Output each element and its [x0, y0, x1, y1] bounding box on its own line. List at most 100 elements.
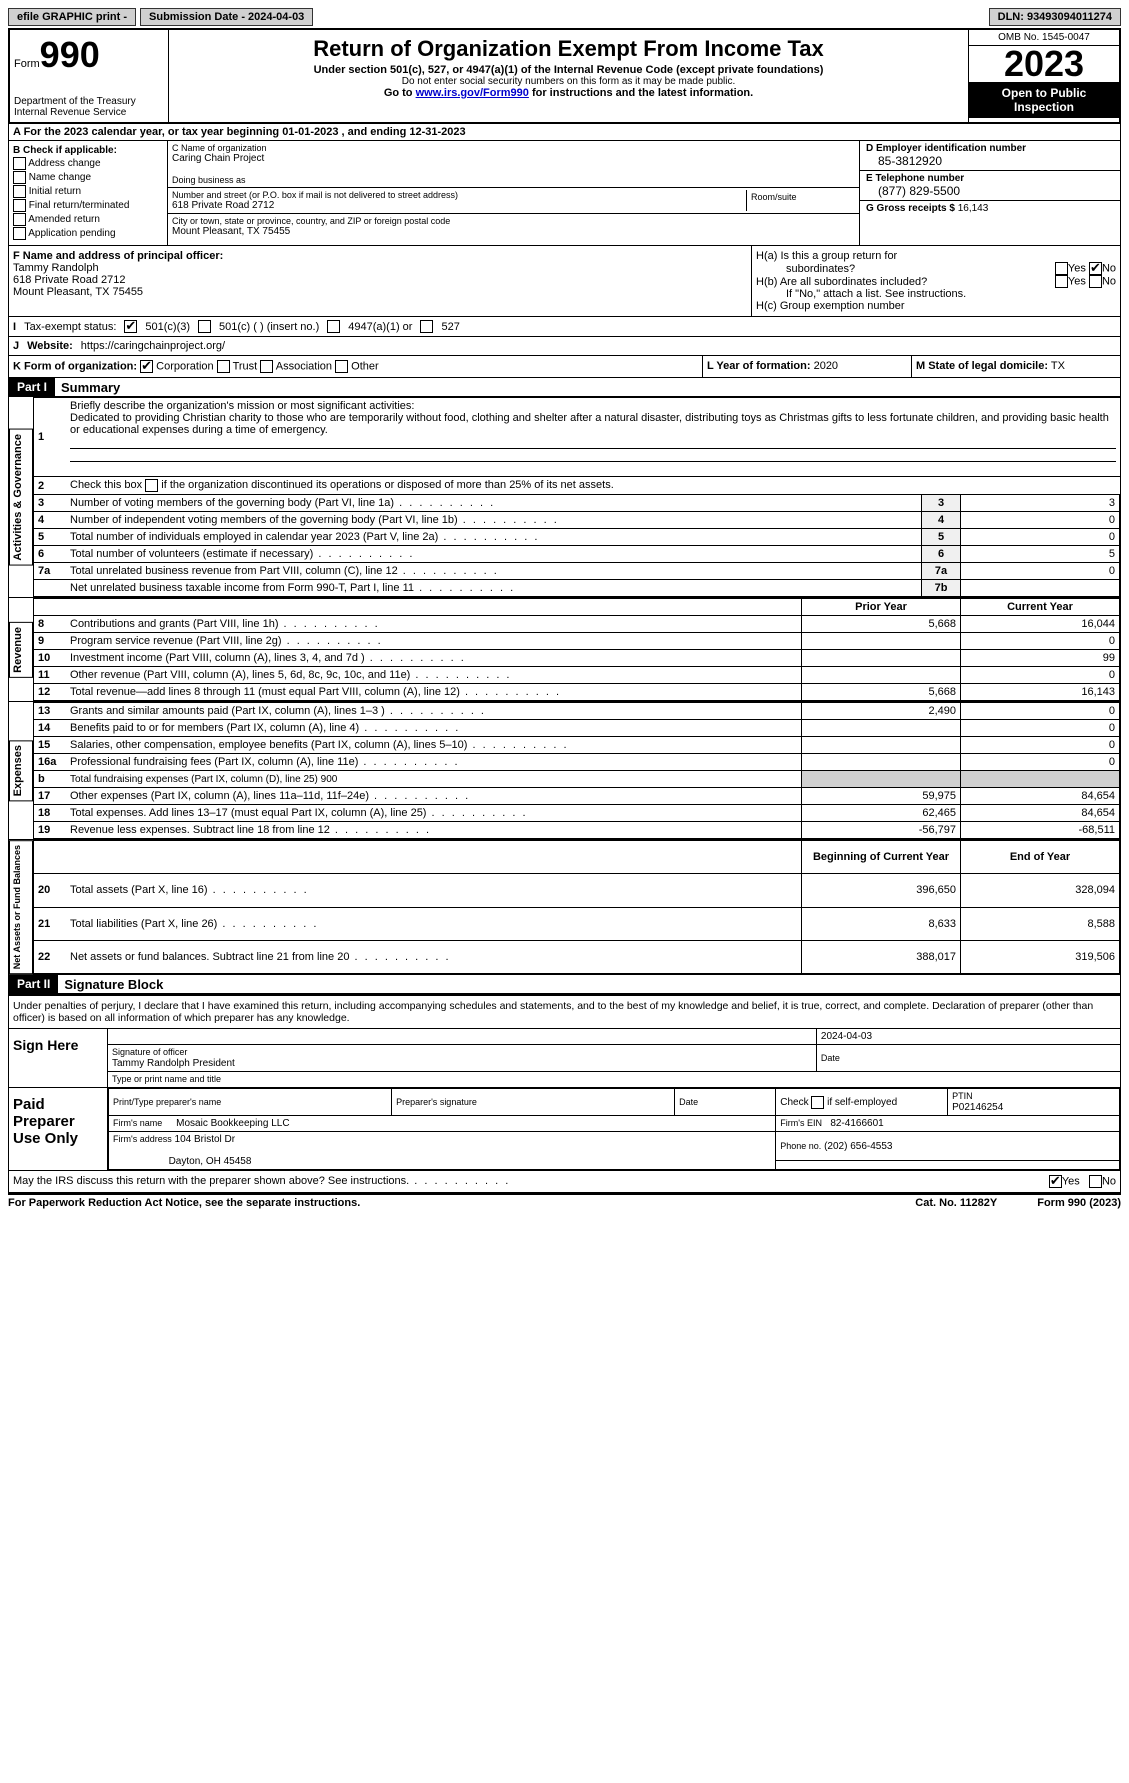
table-row: 7aTotal unrelated business revenue from … [34, 563, 1120, 580]
cb-initial-return[interactable] [13, 185, 26, 198]
opt-trust: Trust [233, 360, 258, 372]
cb-name-change[interactable] [13, 171, 26, 184]
cb-discuss-yes[interactable] [1049, 1175, 1062, 1188]
cb-final-return[interactable] [13, 199, 26, 212]
table-row: 6Total number of volunteers (estimate if… [34, 546, 1120, 563]
cb-501c[interactable] [198, 320, 211, 333]
cb-hb-yes[interactable] [1055, 275, 1068, 288]
hdr-prior-year: Prior Year [802, 599, 961, 616]
street-value: 618 Private Road 2712 [172, 200, 746, 211]
top-toolbar: efile GRAPHIC print - Submission Date - … [8, 8, 1121, 26]
cb-self-employed[interactable] [811, 1096, 824, 1109]
cb-other[interactable] [335, 360, 348, 373]
opt-other: Other [351, 360, 379, 372]
table-row: bTotal fundraising expenses (Part IX, co… [34, 771, 1120, 788]
opt-name-change: Name change [29, 172, 91, 183]
discuss-row: May the IRS discuss this return with the… [9, 1170, 1120, 1192]
city-value: Mount Pleasant, TX 75455 [172, 226, 855, 237]
row-j-website: J Website: https://caringchainproject.or… [8, 337, 1121, 356]
yes-label-3: Yes [1062, 1176, 1080, 1188]
cb-assoc[interactable] [260, 360, 273, 373]
no-label-2: No [1102, 275, 1116, 287]
tax-year: 2023 [969, 46, 1119, 82]
instructions-link[interactable]: www.irs.gov/Form990 [416, 87, 529, 99]
hdr-end-year: End of Year [961, 841, 1120, 874]
opt-address-change: Address change [28, 158, 100, 169]
dept-treasury: Department of the Treasury [14, 96, 164, 107]
cb-application-pending[interactable] [13, 227, 26, 240]
goto-suffix: for instructions and the latest informat… [529, 87, 753, 99]
table-row: Net unrelated business taxable income fr… [34, 580, 1120, 597]
opt-corp: Corporation [156, 360, 213, 372]
opt-527: 527 [441, 321, 459, 333]
tax-status-label: Tax-exempt status: [24, 321, 116, 333]
no-label-3: No [1102, 1176, 1116, 1188]
table-row: 10Investment income (Part VIII, column (… [34, 650, 1120, 667]
form-subtitle-2: Do not enter social security numbers on … [177, 76, 960, 87]
expenses-table: 13Grants and similar amounts paid (Part … [34, 702, 1120, 839]
open-inspection-badge: Open to Public Inspection [969, 82, 1119, 118]
cb-ha-no[interactable] [1089, 262, 1102, 275]
ein-value: 85-3812920 [866, 154, 1114, 168]
firm-addr-2: Dayton, OH 45458 [169, 1156, 252, 1167]
table-row: 15Salaries, other compensation, employee… [34, 737, 1120, 754]
table-row: 3Number of voting members of the governi… [34, 495, 1120, 512]
part-1-badge: Part I [9, 378, 55, 396]
yes-label: Yes [1068, 262, 1086, 274]
cb-amended-return[interactable] [13, 213, 26, 226]
efile-print-button[interactable]: efile GRAPHIC print - [8, 8, 136, 26]
page-footer: For Paperwork Reduction Act Notice, see … [8, 1193, 1121, 1209]
ha-sub: subordinates? [786, 263, 855, 275]
table-row: 17Other expenses (Part IX, column (A), l… [34, 788, 1120, 805]
box-h-group: H(a) Is this a group return for subordin… [752, 246, 1120, 316]
type-name-label: Type or print name and title [112, 1074, 221, 1084]
cb-hb-no[interactable] [1089, 275, 1102, 288]
cat-number: Cat. No. 11282Y [915, 1197, 997, 1209]
prep-sig-label: Preparer's signature [396, 1097, 477, 1107]
row-a-tax-year: A For the 2023 calendar year, or tax yea… [8, 124, 1121, 141]
box-b-label: B Check if applicable: [13, 145, 163, 156]
cb-527[interactable] [420, 320, 433, 333]
cb-501c3[interactable] [124, 320, 137, 333]
table-row: 16aProfessional fundraising fees (Part I… [34, 754, 1120, 771]
cb-corp[interactable] [140, 360, 153, 373]
form-title: Return of Organization Exempt From Incom… [177, 36, 960, 62]
firm-phone: (202) 656-4553 [824, 1141, 892, 1152]
cb-discontinued[interactable] [145, 479, 158, 492]
sig-officer-label: Signature of officer [112, 1047, 187, 1057]
sig-date-label: Date [821, 1053, 840, 1063]
form-ref: Form 990 (2023) [1037, 1197, 1121, 1209]
opt-4947: 4947(a)(1) or [348, 321, 412, 333]
cb-address-change[interactable] [13, 157, 26, 170]
irs-label: Internal Revenue Service [14, 107, 164, 118]
opt-application-pending: Application pending [28, 228, 115, 239]
firm-name-label: Firm's name [113, 1118, 162, 1128]
ptin-label: PTIN [952, 1091, 973, 1101]
paperwork-notice: For Paperwork Reduction Act Notice, see … [8, 1197, 360, 1209]
phone-label: E Telephone number [866, 173, 1114, 184]
expenses-section: Expenses 13Grants and similar amounts pa… [8, 701, 1121, 839]
cb-4947[interactable] [327, 320, 340, 333]
cb-trust[interactable] [217, 360, 230, 373]
part-2-badge: Part II [9, 975, 58, 993]
line-2-text: Check this box if the organization disco… [70, 479, 614, 491]
form-header: Form990 Department of the Treasury Inter… [8, 28, 1121, 124]
form-instructions-link-row: Go to www.irs.gov/Form990 for instructio… [177, 87, 960, 99]
firm-addr-1: 104 Bristol Dr [175, 1134, 236, 1145]
hdr-current-year: Current Year [961, 599, 1120, 616]
city-label: City or town, state or province, country… [172, 216, 855, 226]
firm-phone-label: Phone no. [780, 1141, 821, 1151]
tab-expenses: Expenses [9, 740, 33, 801]
cb-discuss-no[interactable] [1089, 1175, 1102, 1188]
hc-label: H(c) Group exemption number [756, 300, 905, 312]
cb-ha-yes[interactable] [1055, 262, 1068, 275]
signature-block: Under penalties of perjury, I declare th… [8, 994, 1121, 1193]
table-row: 12Total revenue—add lines 8 through 11 (… [34, 684, 1120, 701]
perjury-declaration: Under penalties of perjury, I declare th… [9, 996, 1120, 1029]
opt-assoc: Association [276, 360, 332, 372]
table-row: 8Contributions and grants (Part VIII, li… [34, 616, 1120, 633]
opt-501c3: 501(c)(3) [145, 321, 190, 333]
domicile-label: M State of legal domicile: [916, 360, 1048, 372]
firm-ein-label: Firm's EIN [780, 1118, 822, 1128]
year-formation-value: 2020 [814, 360, 838, 372]
